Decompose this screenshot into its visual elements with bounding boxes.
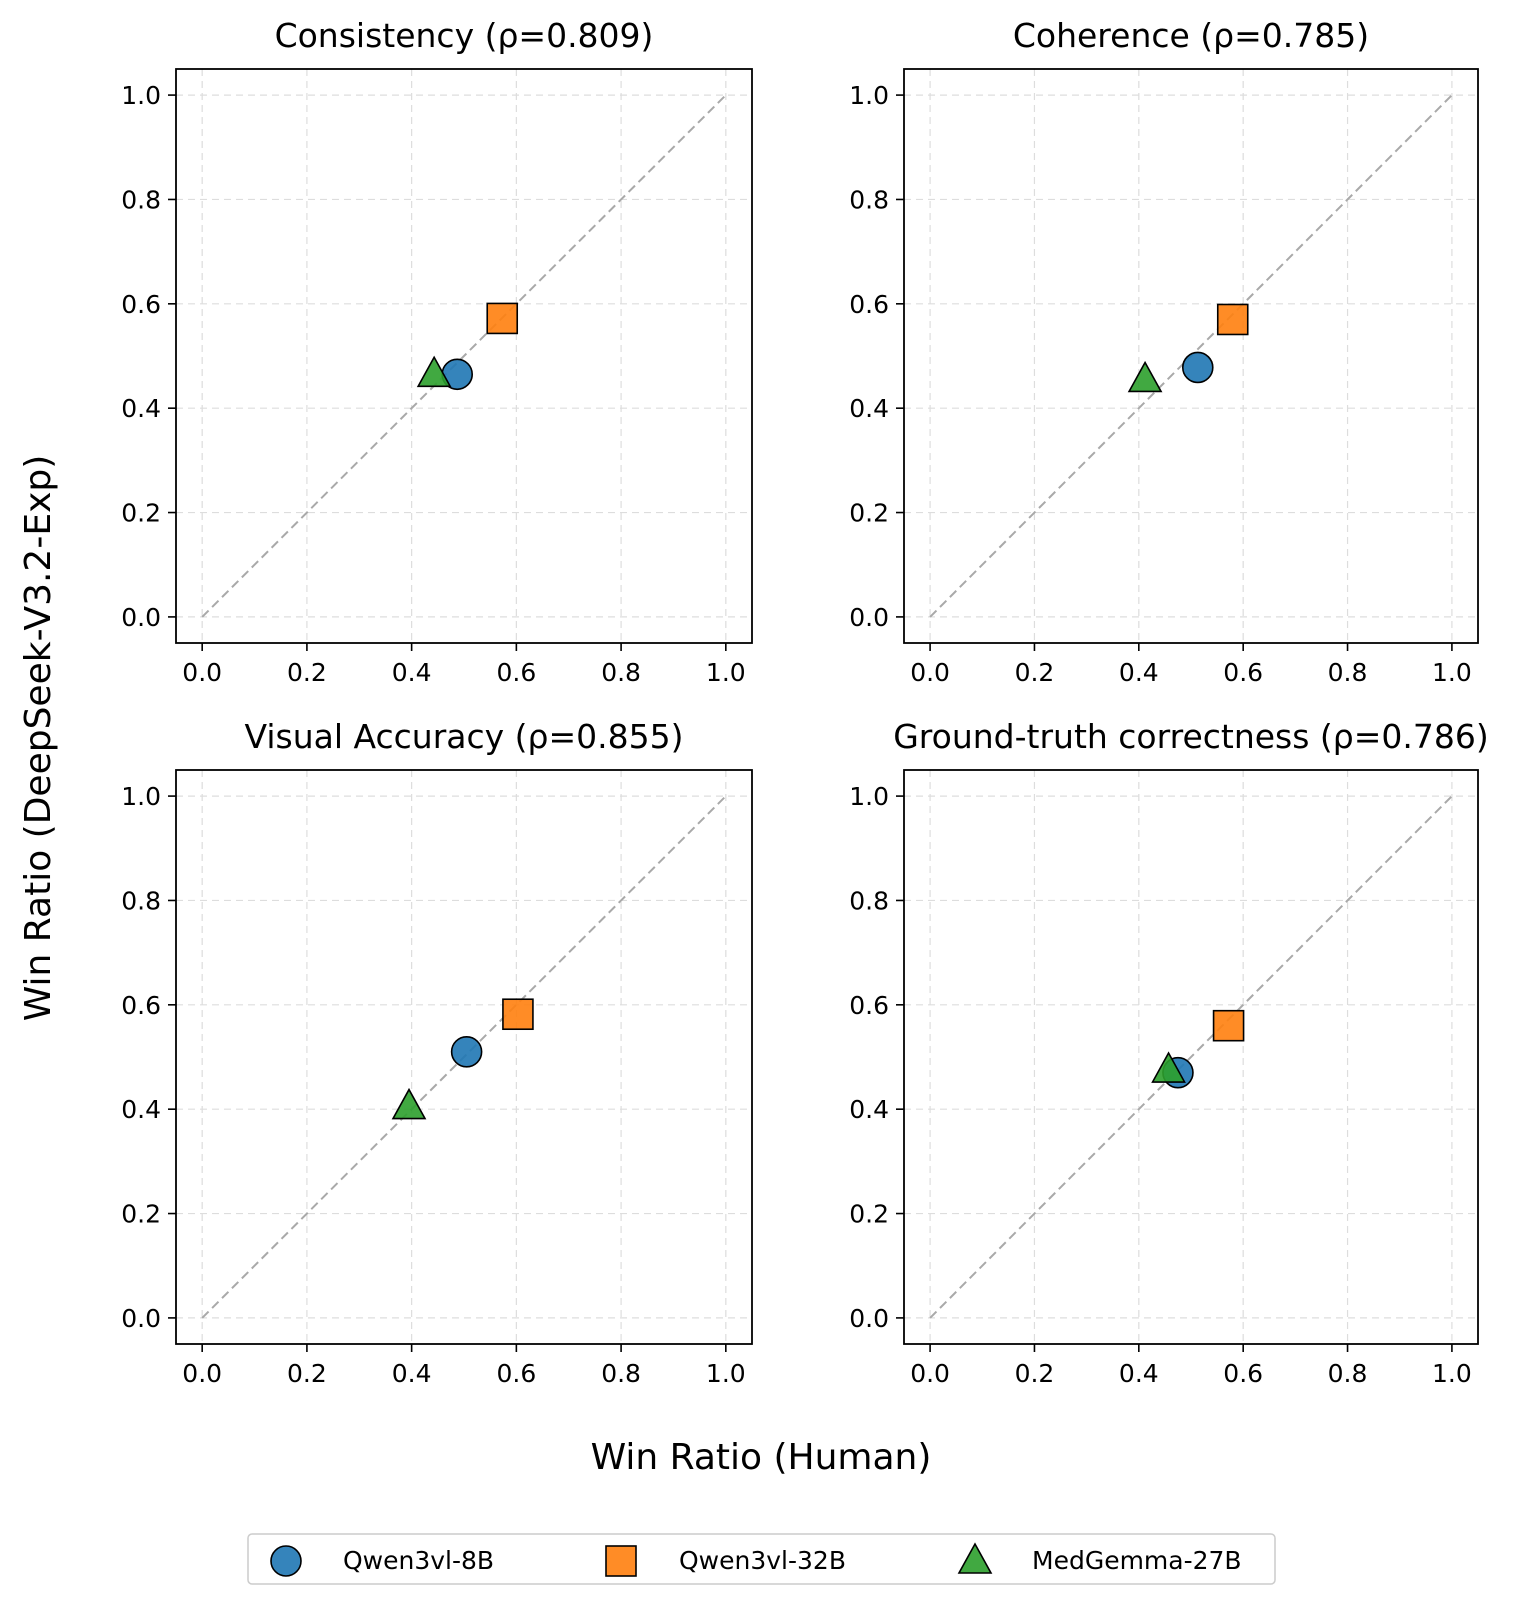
y-tick-label: 0.2	[849, 1200, 889, 1229]
x-tick-label: 0.6	[496, 1359, 536, 1388]
x-tick-label: 0.4	[392, 658, 432, 687]
grid	[176, 770, 752, 1344]
data-point-medgemma-27b	[391, 1087, 427, 1120]
legend-label: Qwen3vl-8B	[343, 1546, 494, 1575]
data-point-medgemma-27b	[416, 355, 452, 388]
y-axis-label: Win Ratio (DeepSeek-V3.2-Exp)	[18, 455, 59, 1022]
panel-3: Visual Accuracy (ρ=0.855) 0.0 0.2 0.4 0.6 0.8…	[121, 717, 753, 1388]
y-tick-label: 0.6	[121, 290, 161, 319]
x-tick-label: 0.0	[910, 658, 950, 687]
y-tick-label: 0.8	[849, 886, 889, 915]
y-tick-label: 0.8	[849, 185, 889, 214]
y-tick-label: 0.0	[849, 1304, 889, 1333]
y-tick-label: 0.8	[121, 185, 161, 214]
y-tick-label: 0.6	[849, 290, 889, 319]
y-tick-label: 1.0	[121, 782, 161, 811]
data-point-medgemma-27b	[1127, 360, 1163, 393]
y-tick-label: 0.2	[121, 499, 161, 528]
data-point-qwen3vl-8b	[450, 1035, 483, 1068]
y-tick-label: 0.4	[121, 1095, 161, 1124]
axes-frame	[175, 68, 753, 644]
x-tick-label: 0.2	[1015, 1359, 1055, 1388]
x-tick-label: 0.8	[601, 658, 641, 687]
x-tick-label: 0.0	[182, 658, 222, 687]
y-tick-label: 0.2	[121, 1200, 161, 1229]
x-tick-label: 0.4	[1119, 658, 1159, 687]
x-tick-label: 0.6	[496, 658, 536, 687]
panel-2: Coherence (ρ=0.785) 0.0 0.2 0.4 0.6 0.8 1.0 0.0…	[849, 16, 1479, 687]
y-tick-label: 0.6	[121, 991, 161, 1020]
x-tick-label: 1.0	[1432, 658, 1472, 687]
panel-title: Visual Accuracy (ρ=0.855)	[245, 717, 684, 756]
x-axis-label: Win Ratio (Human)	[591, 1437, 932, 1478]
diagonal-reference-line	[929, 795, 1453, 1319]
legend-label: Qwen3vl-32B	[679, 1546, 846, 1575]
y-tick-label: 0.2	[849, 499, 889, 528]
x-tick-label: 0.6	[1223, 658, 1263, 687]
legend: Qwen3vl-8B Qwen3vl-32B MedGemma-27B	[247, 1533, 1276, 1585]
legend-marker-triangle	[957, 1542, 993, 1574]
y-tick-label: 0.4	[849, 1095, 889, 1124]
panels: Consistency (ρ=0.809) 0.0 0.2 0.4 0.6 0.8 1.0 0…	[121, 16, 1489, 1388]
y-tick-label: 0.0	[849, 603, 889, 632]
axes-frame	[903, 68, 1479, 644]
diagonal-reference-line	[201, 94, 727, 618]
legend-marker-square	[605, 1545, 637, 1577]
axes-frame	[903, 769, 1479, 1345]
y-tick-label: 0.0	[121, 603, 161, 632]
panel-1: Consistency (ρ=0.809) 0.0 0.2 0.4 0.6 0.8 1.0 0…	[121, 16, 753, 687]
y-tick-label: 1.0	[849, 81, 889, 110]
y-tick-label: 0.8	[121, 886, 161, 915]
y-tick-label: 1.0	[849, 782, 889, 811]
x-tick-label: 0.4	[1119, 1359, 1159, 1388]
data-point-qwen3vl-32b	[1212, 1009, 1245, 1042]
x-tick-label: 0.4	[392, 1359, 432, 1388]
legend-marker-circle	[270, 1545, 302, 1577]
panel-title: Coherence (ρ=0.785)	[1013, 16, 1369, 55]
x-tick-label: 1.0	[1432, 1359, 1472, 1388]
x-tick-label: 1.0	[706, 658, 746, 687]
y-tick-label: 0.4	[849, 394, 889, 423]
panel-title: Consistency (ρ=0.809)	[275, 16, 654, 55]
x-tick-label: 0.2	[1015, 658, 1055, 687]
y-tick-label: 0.4	[121, 394, 161, 423]
data-point-qwen3vl-32b	[502, 998, 534, 1031]
x-tick-label: 0.8	[1328, 658, 1368, 687]
y-tick-label: 1.0	[121, 81, 161, 110]
legend-frame	[247, 1533, 1276, 1585]
x-tick-label: 0.0	[182, 1359, 222, 1388]
panel-4: Ground-truth correctness (ρ=0.786) 0.0 0.2…	[849, 717, 1489, 1388]
grid	[176, 69, 752, 643]
x-tick-label: 0.8	[601, 1359, 641, 1388]
x-tick-label: 0.2	[287, 1359, 327, 1388]
x-tick-label: 0.0	[910, 1359, 950, 1388]
data-point-qwen3vl-32b	[486, 302, 519, 335]
panel-title: Ground-truth correctness (ρ=0.786)	[893, 717, 1489, 756]
x-tick-label: 1.0	[706, 1359, 746, 1388]
data-point-medgemma-27b	[1151, 1051, 1186, 1083]
y-tick-label: 0.6	[849, 991, 889, 1020]
data-point-qwen3vl-8b	[1181, 351, 1214, 384]
y-tick-label: 0.0	[121, 1304, 161, 1333]
axes-frame	[175, 769, 753, 1345]
x-tick-label: 0.2	[287, 658, 327, 687]
data-point-qwen3vl-32b	[1216, 303, 1249, 336]
legend-label: MedGemma-27B	[1032, 1546, 1242, 1575]
x-tick-label: 0.8	[1328, 1359, 1368, 1388]
x-tick-label: 0.6	[1223, 1359, 1263, 1388]
